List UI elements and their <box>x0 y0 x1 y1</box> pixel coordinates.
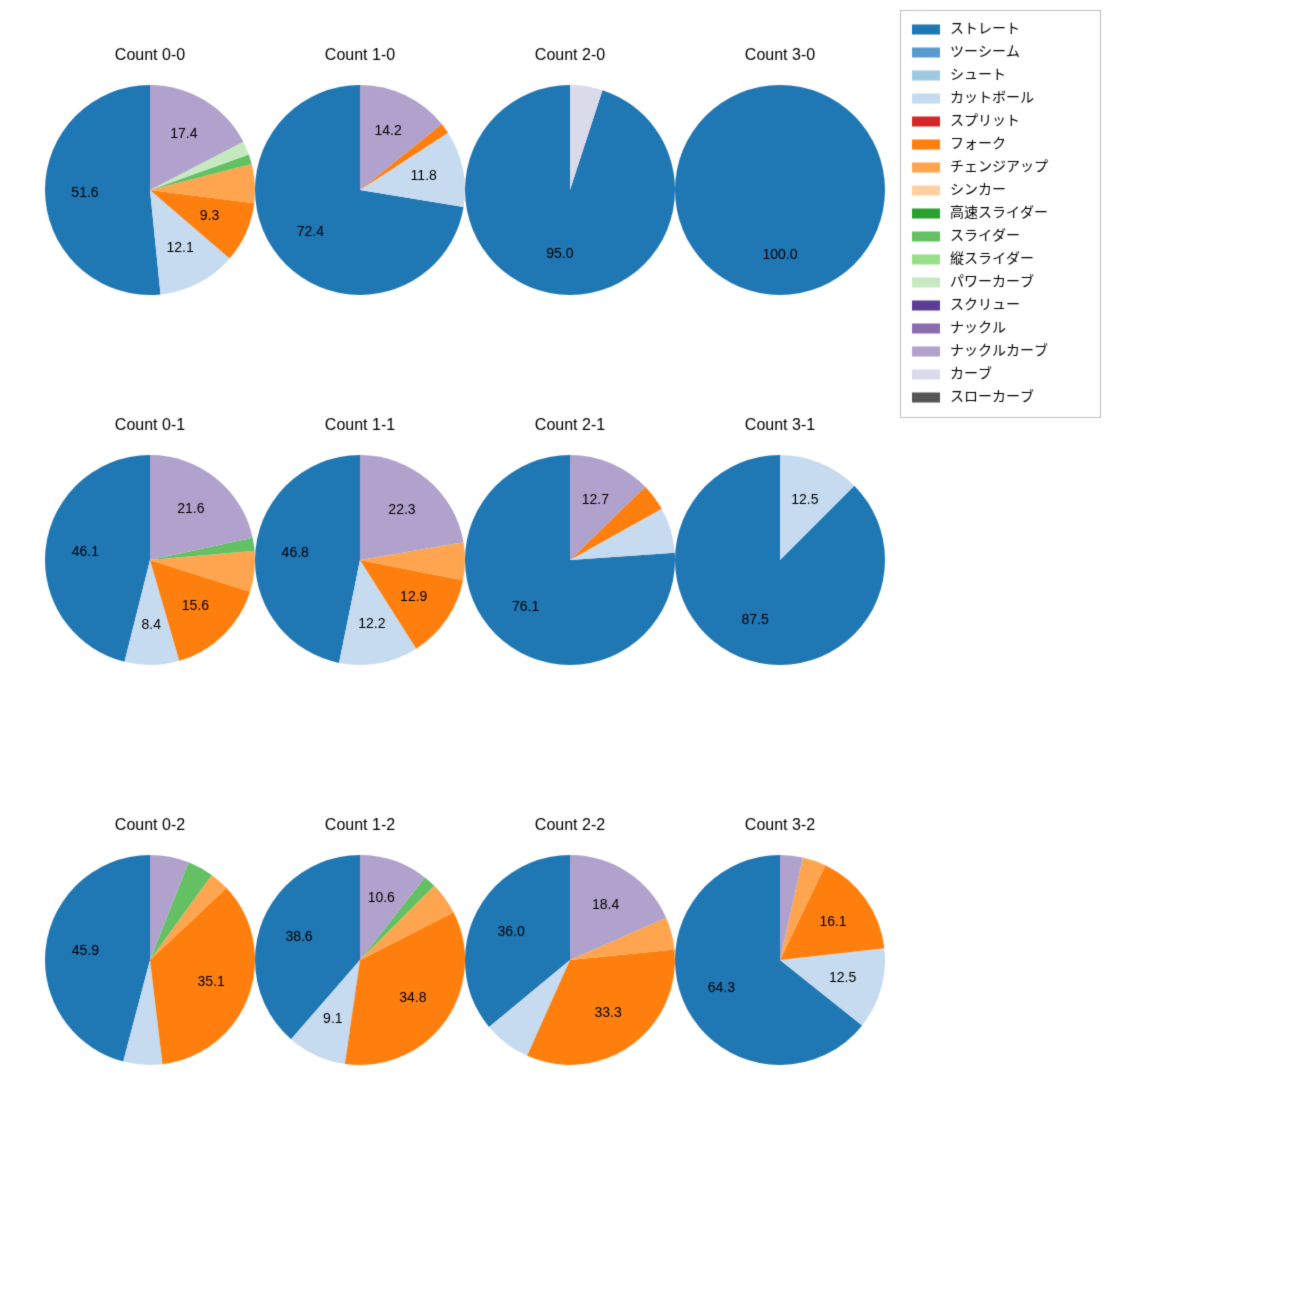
pitch-distribution-pie-grid <box>0 0 1300 1300</box>
